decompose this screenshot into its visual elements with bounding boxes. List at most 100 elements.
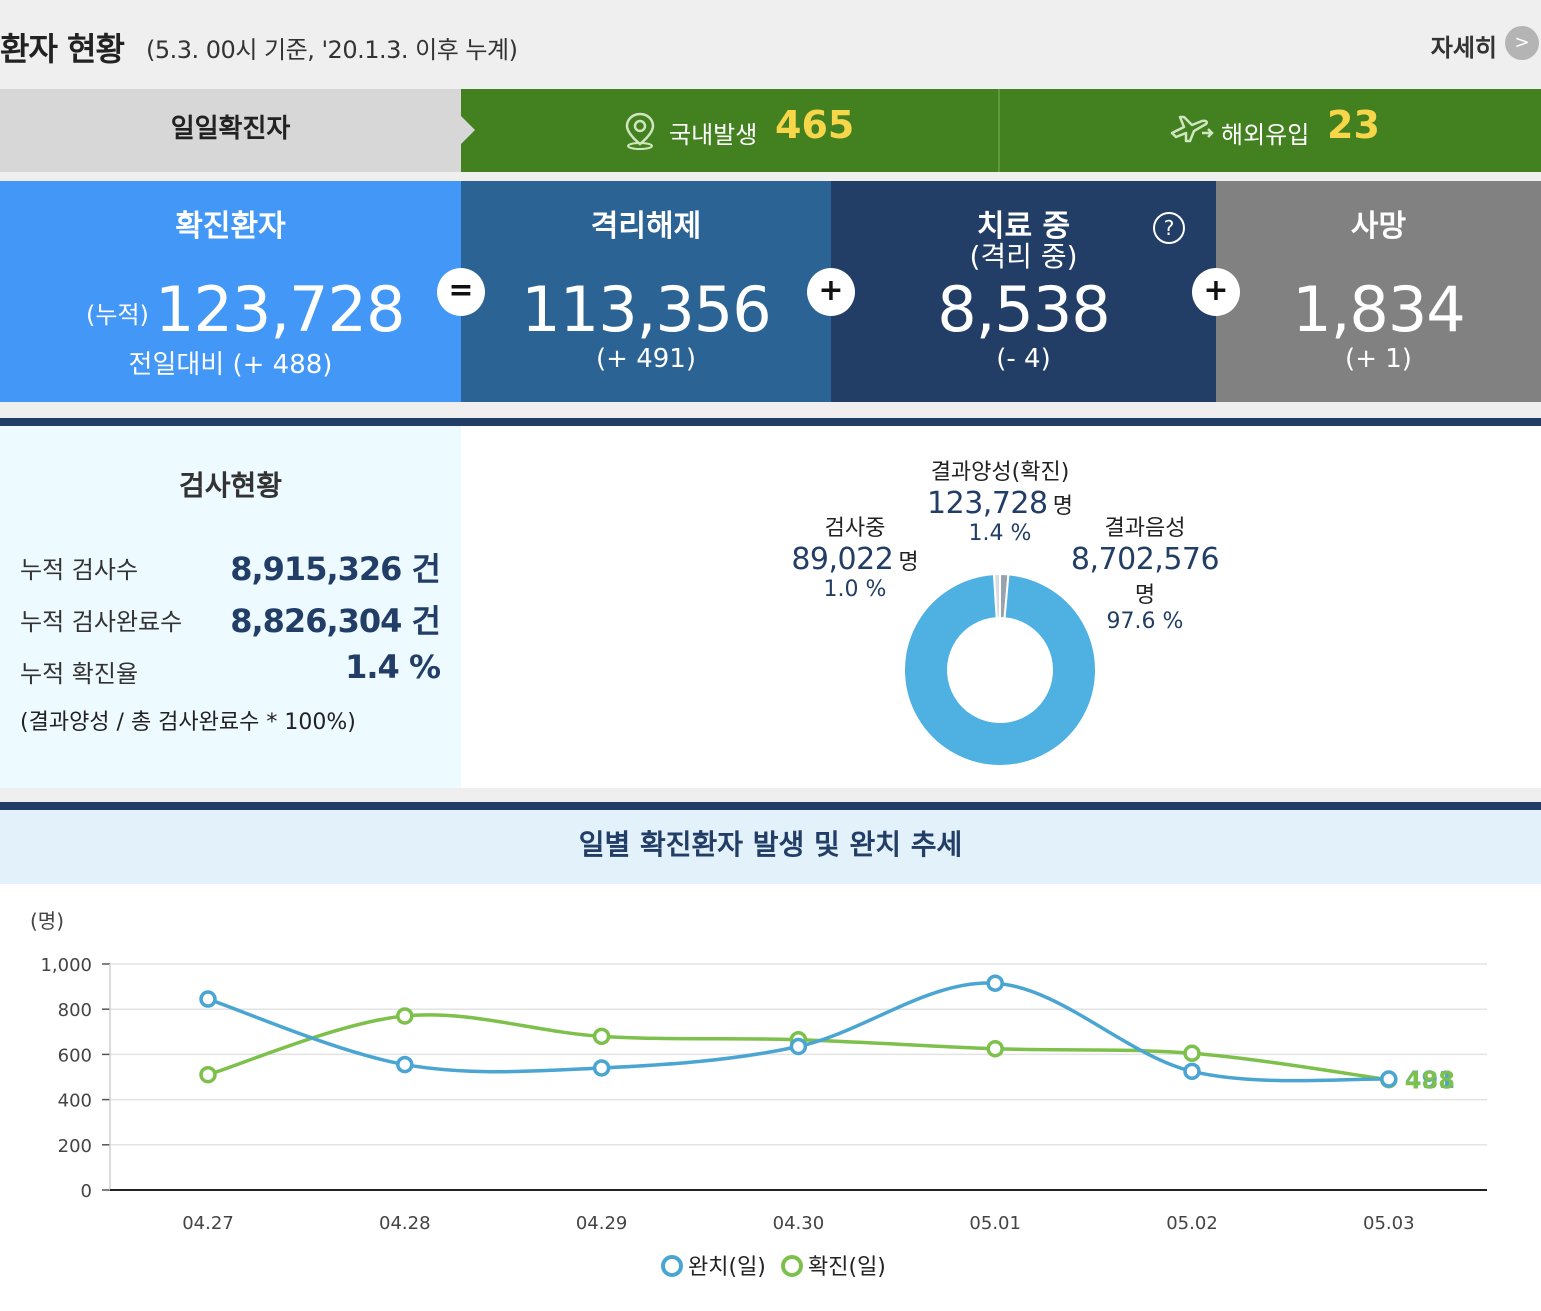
test-row-value: 8,826,304 건 (230, 602, 441, 640)
x-tick-label: 04.27 (182, 1213, 234, 1234)
location-pin-icon (625, 112, 655, 150)
data-point[interactable] (986, 974, 1004, 992)
donut-label-unit: 명 (898, 550, 919, 575)
stat-confirmed: 확진환자 (누적) 123,728 전일대비 (+ 488) (0, 181, 461, 402)
y-tick-label: 1,000 (40, 955, 92, 976)
donut-label-unit: 명 (1134, 583, 1156, 608)
page-subtitle: (5.3. 00시 기준, '20.1.3. 이후 누계) (146, 36, 518, 64)
data-point[interactable] (789, 1037, 808, 1056)
x-tick-label: 04.28 (379, 1213, 431, 1234)
divider (998, 89, 1000, 172)
stat-title: 사망 (1350, 209, 1407, 244)
data-point[interactable] (1183, 1062, 1201, 1081)
summary-stats: 확진환자 (누적) 123,728 전일대비 (+ 488) 격리해제 113,… (0, 181, 1541, 402)
stat-delta: (+ 491) (596, 344, 696, 374)
data-label: 488 (1405, 1067, 1455, 1095)
stat-value: 1,834 (1292, 273, 1466, 346)
arrow-right-icon (461, 116, 475, 144)
x-tick-label: 05.03 (1363, 1213, 1415, 1234)
domestic-panel: 국내발생 465 (461, 89, 999, 172)
test-donut-chart (903, 572, 1097, 767)
test-title: 검사현황 (178, 469, 283, 502)
stat-prefix: (누적) (86, 301, 149, 329)
data-point[interactable] (1183, 1044, 1201, 1063)
donut-label-value: 89,022 (791, 542, 894, 577)
data-label: 491 (1405, 1066, 1455, 1094)
donut-label-title: 결과음성 (1104, 516, 1186, 541)
data-point[interactable] (199, 1065, 217, 1084)
domestic-label: 국내발생 (669, 121, 758, 149)
stat-title: 격리해제 (590, 209, 702, 244)
test-row-label: 누적 검사수 (20, 556, 139, 584)
donut-label-negative: 결과음성 8,702,576 명 97.6 % (1070, 510, 1220, 634)
legend-item[interactable]: 완치(일) (661, 1255, 766, 1280)
overseas-value: 23 (1327, 103, 1380, 147)
trend-title: 일별 확진환자 발생 및 완치 추세 (0, 810, 1541, 884)
data-point[interactable] (396, 1055, 414, 1074)
stat-delta: (- 4) (996, 344, 1051, 374)
stat-value: 113,356 (521, 273, 771, 346)
y-tick-label: 400 (58, 1091, 92, 1112)
donut-slice-negative (903, 573, 1097, 767)
daily-confirmed-bar: 일일확진자 국내발생 465 해외유입 23 (0, 89, 1541, 172)
trend-line-chart: (명) 0 200 400 600 800 1,000 04.27 04.28 04.29 04.3… (30, 909, 1487, 1280)
x-tick-label: 05.02 (1166, 1213, 1218, 1234)
test-row-label: 누적 확진율 (20, 660, 139, 688)
donut-label-pct: 97.6 % (1106, 609, 1184, 634)
test-row-value: 1.4 % (345, 648, 441, 686)
donut-label-unit: 명 (1052, 494, 1073, 519)
plus-icon: + (1192, 268, 1240, 316)
data-point[interactable] (199, 990, 217, 1008)
data-point[interactable] (396, 1007, 414, 1025)
donut-label-value: 8,702,576 (1070, 542, 1220, 577)
stat-treating: 치료 중 (격리 중) 8,538 (- 4) (831, 181, 1216, 402)
stat-delta: (+ 1) (1345, 344, 1412, 374)
test-note: (결과양성 / 총 검사완료수 * 100%) (20, 710, 356, 735)
y-tick-label: 800 (58, 1000, 92, 1021)
y-tick-label: 600 (58, 1045, 92, 1066)
x-tick-label: 04.30 (773, 1213, 825, 1234)
y-unit-label: (명) (30, 909, 64, 933)
x-tick-label: 04.29 (576, 1213, 628, 1234)
plus-icon: + (807, 268, 855, 316)
help-icon[interactable]: ? (1153, 212, 1185, 244)
test-row-label: 누적 검사완료수 (20, 608, 183, 636)
daily-label: 일일확진자 (0, 89, 461, 172)
data-point[interactable] (592, 1027, 611, 1046)
donut-label-value: 123,728 (927, 486, 1048, 521)
data-point[interactable] (592, 1059, 611, 1077)
donut-label-testing: 검사중 89,022 명 1.0 % (780, 510, 930, 602)
stat-title: 치료 중 (976, 209, 1071, 244)
donut-label-title: 결과양성(확진) (930, 460, 1070, 485)
legend-label: 완치(일) (688, 1255, 766, 1280)
donut-slice-testing (992, 572, 1001, 620)
more-link[interactable]: 자세히 (1430, 34, 1497, 62)
legend-item[interactable]: 확진(일) (781, 1255, 886, 1280)
donut-label-positive: 결과양성(확진) 123,728 명 1.4 % (920, 454, 1080, 546)
stat-value: 123,728 (155, 273, 405, 346)
stat-deaths: 사망 1,834 (+ 1) (1216, 181, 1541, 402)
stat-delta: 전일대비 (+ 488) (128, 350, 333, 380)
test-summary: 검사현황 누적 검사수 8,915,326 건 누적 검사완료수 8,826,3… (0, 426, 461, 788)
trend-section: 일별 확진환자 발생 및 완치 추세 (명) 0 200 400 600 800 1,000… (0, 802, 1541, 1311)
stat-subtitle: (격리 중) (969, 240, 1078, 273)
page-title: 환자 현황 (0, 30, 125, 68)
donut-label-pct: 1.0 % (823, 577, 887, 602)
x-tick-label: 05.01 (969, 1213, 1021, 1234)
donut-label-pct: 1.4 % (968, 521, 1032, 546)
page-header: 환자 현황 (5.3. 00시 기준, '20.1.3. 이후 누계) 자세히 … (0, 0, 1541, 88)
y-tick-label: 200 (58, 1136, 92, 1157)
test-row-value: 8,915,326 건 (230, 550, 441, 588)
legend-marker (781, 1255, 803, 1277)
data-point[interactable] (986, 1040, 1004, 1058)
equals-icon: = (437, 268, 485, 316)
stat-released: 격리해제 113,356 (+ 491) (461, 181, 831, 402)
domestic-value: 465 (775, 103, 855, 147)
chevron-right-icon[interactable]: > (1505, 26, 1539, 60)
data-point[interactable] (1380, 1070, 1398, 1088)
legend-label: 확진(일) (808, 1255, 886, 1280)
donut-label-title: 검사중 (824, 516, 886, 541)
stat-value: 8,538 (937, 273, 1111, 346)
test-status-section: 검사현황 누적 검사수 8,915,326 건 누적 검사완료수 8,826,3… (0, 418, 1541, 788)
overseas-label: 해외유입 (1221, 121, 1310, 149)
